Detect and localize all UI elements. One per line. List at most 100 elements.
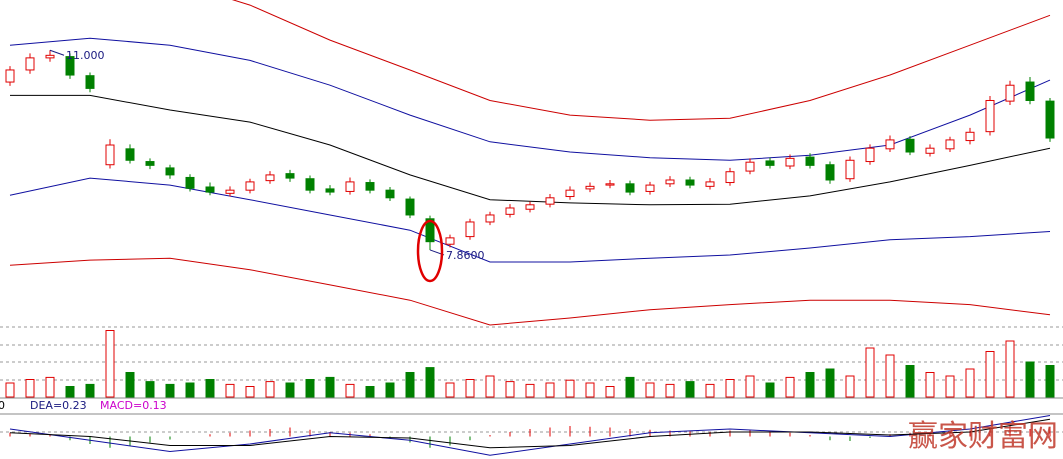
candle-body [665, 179, 675, 185]
candle-body [1005, 84, 1015, 102]
candle-body [365, 182, 375, 191]
volume-bar [465, 379, 475, 398]
volume-bar [365, 386, 375, 398]
volume-bar [45, 376, 55, 398]
candle-body [945, 139, 955, 150]
candle-body [1045, 100, 1055, 139]
volume-bar [965, 368, 975, 398]
volume-bar [685, 381, 695, 398]
candle-body [305, 178, 315, 191]
volume-bar [205, 379, 215, 398]
candle-body [525, 204, 535, 210]
volume-bar [445, 382, 455, 398]
candle-body [445, 237, 455, 245]
indicator-line [9, 415, 1051, 456]
volume-bar [945, 375, 955, 398]
candle-body [845, 159, 855, 180]
candle-body [45, 54, 55, 59]
volume-bar [905, 365, 915, 398]
candle-body [65, 56, 75, 76]
volume-bar [265, 381, 275, 398]
volume-bar [505, 381, 515, 398]
candle-body [985, 99, 995, 133]
volume-bar [625, 376, 635, 398]
volume-bar [645, 382, 655, 398]
candle-body [285, 173, 295, 179]
volume-bar [825, 368, 835, 398]
annotation-leader [49, 49, 65, 56]
candle-body [5, 69, 15, 83]
candle-body [385, 189, 395, 199]
volume-bar [885, 354, 895, 398]
candle-body [165, 167, 175, 176]
volume-bar [85, 383, 95, 398]
candle-body [765, 160, 775, 166]
candle-body [605, 183, 615, 186]
candle-body [1025, 81, 1035, 101]
candle-body [25, 57, 35, 71]
candle-body [965, 131, 975, 142]
volume-bar [1045, 365, 1055, 398]
volume-bar [585, 382, 595, 398]
volume-bar [25, 379, 35, 398]
candle-body [245, 181, 255, 191]
volume-bar [985, 351, 995, 398]
volume-bar [745, 375, 755, 398]
candle-body [105, 144, 115, 166]
volume-bar [665, 383, 675, 398]
highlight-ellipse [416, 219, 444, 283]
volume-bar [845, 375, 855, 398]
candle-body [645, 184, 655, 192]
candle-body [405, 198, 415, 216]
volume-bar [245, 386, 255, 398]
candle-body [625, 183, 635, 193]
candle-body [85, 75, 95, 89]
candle-body [265, 174, 275, 182]
indicator-label: DEA=0.23 [30, 399, 87, 412]
candle-body [565, 189, 575, 198]
candle-body [125, 148, 135, 161]
candle-body [345, 181, 355, 192]
candle-body [185, 176, 195, 189]
volume-bar [725, 379, 735, 398]
indicator-line [9, 177, 1051, 263]
candle-body [725, 171, 735, 184]
indicator-labels: 0 DEA=0.23 MACD=0.13 [0, 399, 167, 412]
volume-bar [105, 330, 115, 398]
indicator-line [9, 418, 1051, 449]
candle-body [225, 189, 235, 194]
volume-bar [785, 376, 795, 398]
indicator-label: 0 [0, 399, 5, 412]
volume-bar [705, 383, 715, 398]
candle-body [145, 161, 155, 166]
volume-bar [425, 367, 435, 398]
candle-body [325, 188, 335, 193]
volume-bar [165, 383, 175, 398]
volume-bar [385, 382, 395, 398]
volume-bar [1005, 340, 1015, 398]
candle-body [825, 164, 835, 181]
volume-bar [345, 383, 355, 398]
volume-bar [5, 382, 15, 398]
volume-bar [405, 372, 415, 398]
candle-body [685, 179, 695, 186]
indicator-label: MACD=0.13 [100, 399, 167, 412]
volume-bar [185, 382, 195, 398]
candle-body [785, 157, 795, 167]
candle-body [545, 197, 555, 205]
price-panel: 11.000 7.8600 [5, 0, 1055, 326]
indicator-line [9, 37, 1051, 161]
volume-bar [145, 381, 155, 398]
indicator-line [9, 257, 1051, 326]
candle-body [585, 185, 595, 190]
indicator-line [10, 94, 1051, 206]
indicator-line [231, 0, 1051, 121]
volume-bar [605, 386, 615, 398]
volume-bar [925, 372, 935, 398]
candle-body [705, 181, 715, 187]
watermark: 赢家财富网 [908, 419, 1058, 454]
volume-bar [225, 383, 235, 398]
candle-body [885, 139, 895, 150]
volume-bar [565, 379, 575, 398]
